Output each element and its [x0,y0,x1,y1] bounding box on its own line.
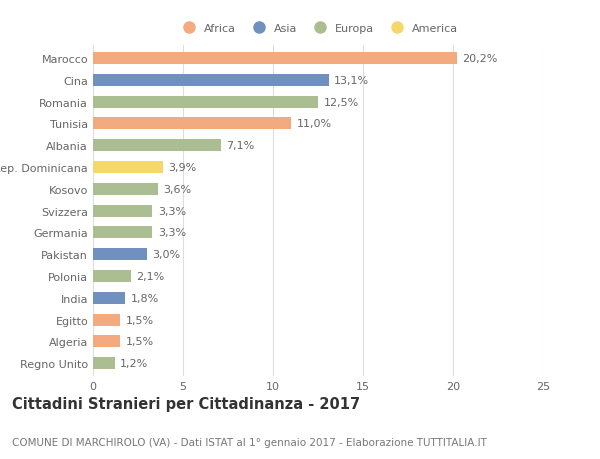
Text: 3,3%: 3,3% [158,206,186,216]
Bar [93,118,291,130]
Legend: Africa, Asia, Europa, America: Africa, Asia, Europa, America [175,20,461,37]
Text: 20,2%: 20,2% [462,54,497,64]
Bar [93,270,131,282]
Bar [93,184,158,196]
Text: 3,3%: 3,3% [158,228,186,238]
Bar [93,314,120,326]
Bar [93,249,147,261]
Bar [93,227,152,239]
Bar [93,162,163,174]
Bar [93,205,152,217]
Text: 3,0%: 3,0% [152,250,181,260]
Bar [93,96,318,108]
Text: 7,1%: 7,1% [226,141,254,151]
Text: 2,1%: 2,1% [136,271,164,281]
Text: 3,9%: 3,9% [169,162,197,173]
Text: 3,6%: 3,6% [163,185,191,195]
Bar [93,140,221,152]
Text: Cittadini Stranieri per Cittadinanza - 2017: Cittadini Stranieri per Cittadinanza - 2… [12,397,360,412]
Bar [93,292,125,304]
Text: 1,5%: 1,5% [125,315,154,325]
Text: 11,0%: 11,0% [296,119,332,129]
Text: 12,5%: 12,5% [323,97,359,107]
Bar [93,75,329,87]
Text: 1,2%: 1,2% [120,358,148,368]
Bar [93,358,115,369]
Bar [93,336,120,347]
Text: 1,8%: 1,8% [131,293,159,303]
Text: 1,5%: 1,5% [125,336,154,347]
Text: 13,1%: 13,1% [334,76,370,86]
Text: COMUNE DI MARCHIROLO (VA) - Dati ISTAT al 1° gennaio 2017 - Elaborazione TUTTITA: COMUNE DI MARCHIROLO (VA) - Dati ISTAT a… [12,437,487,447]
Bar [93,53,457,65]
